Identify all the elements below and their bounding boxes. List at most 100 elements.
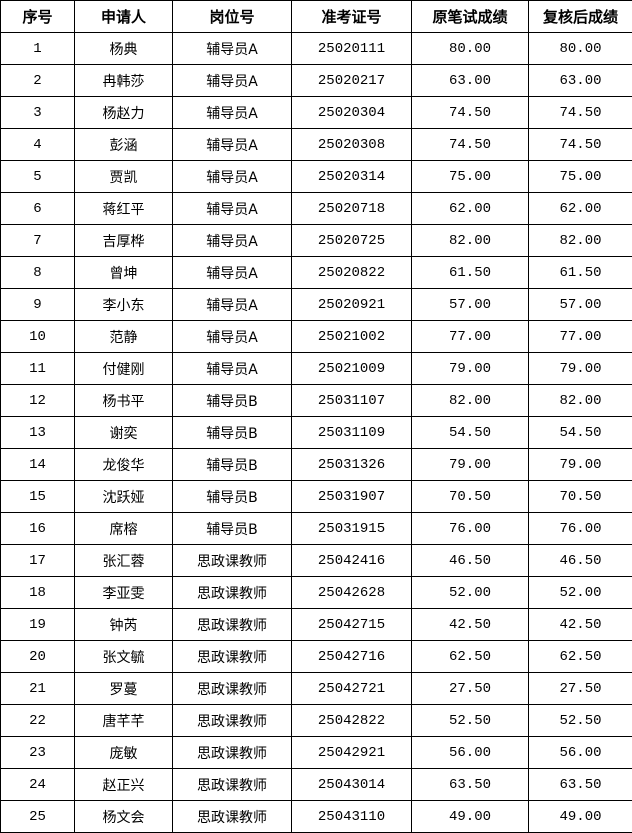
table-row: 19 钟芮 思政课教师 25042715 42.50 42.50 [0,608,632,641]
cell-index: 24 [0,768,75,801]
cell-position: 思政课教师 [172,736,292,769]
cell-position: 思政课教师 [172,768,292,801]
table-row: 23 庞敏 思政课教师 25042921 56.00 56.00 [0,736,632,769]
cell-exam-id: 25031109 [291,416,412,449]
table-row: 24 赵正兴 思政课教师 25043014 63.50 63.50 [0,768,632,801]
cell-position: 辅导员A [172,224,292,257]
cell-original-score: 70.50 [411,480,529,513]
table-row: 22 唐芊芊 思政课教师 25042822 52.50 52.50 [0,704,632,737]
cell-position: 思政课教师 [172,800,292,833]
cell-applicant: 李亚雯 [74,576,173,609]
header-row: 序号 申请人 岗位号 准考证号 原笔试成绩 复核后成绩 [0,0,632,33]
table-body: 1 杨典 辅导员A 25020111 80.00 80.00 2 冉韩莎 辅导员A 2502021… [0,32,632,833]
cell-applicant: 赵正兴 [74,768,173,801]
cell-original-score: 82.00 [411,224,529,257]
cell-applicant: 贾凯 [74,160,173,193]
cell-exam-id: 25021009 [291,352,412,385]
cell-original-score: 63.00 [411,64,529,97]
cell-exam-id: 25020308 [291,128,412,161]
cell-exam-id: 25031915 [291,512,412,545]
cell-rechecked-score: 46.50 [528,544,632,577]
header-exam-id: 准考证号 [291,0,412,33]
cell-applicant: 杨赵力 [74,96,173,129]
table-row: 18 李亚雯 思政课教师 25042628 52.00 52.00 [0,576,632,609]
table-row: 12 杨书平 辅导员B 25031107 82.00 82.00 [0,384,632,417]
cell-rechecked-score: 63.00 [528,64,632,97]
table-row: 2 冉韩莎 辅导员A 25020217 63.00 63.00 [0,64,632,97]
cell-position: 辅导员A [172,192,292,225]
cell-original-score: 52.00 [411,576,529,609]
cell-exam-id: 25043110 [291,800,412,833]
cell-rechecked-score: 79.00 [528,448,632,481]
cell-applicant: 付健刚 [74,352,173,385]
cell-exam-id: 25042628 [291,576,412,609]
table-row: 7 吉厚桦 辅导员A 25020725 82.00 82.00 [0,224,632,257]
cell-original-score: 75.00 [411,160,529,193]
cell-exam-id: 25042715 [291,608,412,641]
cell-applicant: 谢奕 [74,416,173,449]
cell-original-score: 57.00 [411,288,529,321]
cell-index: 25 [0,800,75,833]
cell-original-score: 62.50 [411,640,529,673]
cell-position: 思政课教师 [172,640,292,673]
cell-index: 23 [0,736,75,769]
cell-index: 11 [0,352,75,385]
table-row: 25 杨文会 思政课教师 25043110 49.00 49.00 [0,800,632,833]
table-row: 17 张汇蓉 思政课教师 25042416 46.50 46.50 [0,544,632,577]
cell-position: 辅导员B [172,480,292,513]
cell-index: 17 [0,544,75,577]
cell-index: 14 [0,448,75,481]
cell-index: 10 [0,320,75,353]
cell-applicant: 沈跃娅 [74,480,173,513]
cell-position: 辅导员A [172,128,292,161]
cell-applicant: 李小东 [74,288,173,321]
cell-original-score: 79.00 [411,352,529,385]
cell-exam-id: 25020725 [291,224,412,257]
cell-exam-id: 25020314 [291,160,412,193]
cell-position: 辅导员A [172,32,292,65]
table-row: 16 席榕 辅导员B 25031915 76.00 76.00 [0,512,632,545]
cell-exam-id: 25042921 [291,736,412,769]
cell-index: 20 [0,640,75,673]
cell-rechecked-score: 56.00 [528,736,632,769]
cell-index: 6 [0,192,75,225]
cell-original-score: 52.50 [411,704,529,737]
cell-index: 15 [0,480,75,513]
table-row: 15 沈跃娅 辅导员B 25031907 70.50 70.50 [0,480,632,513]
cell-applicant: 龙俊华 [74,448,173,481]
cell-rechecked-score: 61.50 [528,256,632,289]
cell-exam-id: 25042416 [291,544,412,577]
header-index: 序号 [0,0,75,33]
cell-index: 22 [0,704,75,737]
table-row: 21 罗蔓 思政课教师 25042721 27.50 27.50 [0,672,632,705]
table-row: 9 李小东 辅导员A 25020921 57.00 57.00 [0,288,632,321]
cell-applicant: 张文毓 [74,640,173,673]
cell-rechecked-score: 82.00 [528,384,632,417]
cell-rechecked-score: 62.50 [528,640,632,673]
cell-original-score: 74.50 [411,128,529,161]
cell-index: 2 [0,64,75,97]
cell-index: 13 [0,416,75,449]
cell-applicant: 唐芊芊 [74,704,173,737]
cell-original-score: 27.50 [411,672,529,705]
cell-original-score: 46.50 [411,544,529,577]
cell-position: 辅导员A [172,160,292,193]
table-row: 1 杨典 辅导员A 25020111 80.00 80.00 [0,32,632,65]
cell-original-score: 54.50 [411,416,529,449]
cell-position: 辅导员B [172,416,292,449]
cell-applicant: 席榕 [74,512,173,545]
header-applicant: 申请人 [74,0,173,33]
cell-exam-id: 25020822 [291,256,412,289]
cell-original-score: 62.00 [411,192,529,225]
cell-index: 3 [0,96,75,129]
cell-position: 辅导员B [172,448,292,481]
cell-rechecked-score: 62.00 [528,192,632,225]
cell-rechecked-score: 74.50 [528,96,632,129]
table-row: 20 张文毓 思政课教师 25042716 62.50 62.50 [0,640,632,673]
cell-rechecked-score: 74.50 [528,128,632,161]
table-row: 13 谢奕 辅导员B 25031109 54.50 54.50 [0,416,632,449]
cell-applicant: 杨典 [74,32,173,65]
cell-original-score: 76.00 [411,512,529,545]
cell-original-score: 49.00 [411,800,529,833]
